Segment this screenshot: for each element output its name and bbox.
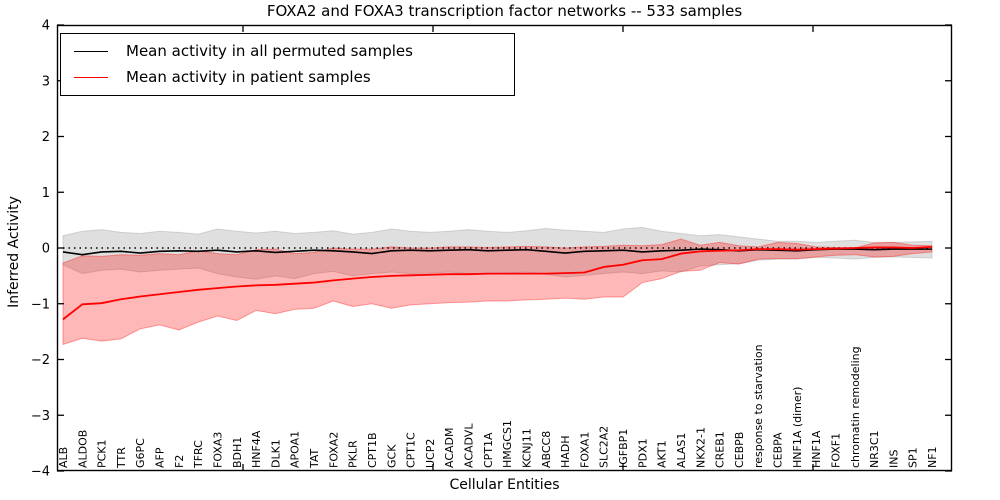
y-tick-label: −1 — [31, 297, 50, 312]
x-tick-label: HNF4A — [250, 430, 263, 468]
x-tick-label: CPT1A — [482, 432, 495, 468]
x-tick-label: ALB — [57, 447, 70, 468]
x-tick-label: ABCC8 — [540, 431, 553, 468]
x-tick-label: chromatin remodeling — [849, 346, 862, 468]
x-tick-label: BDH1 — [231, 437, 244, 468]
x-tick-label: PDX1 — [636, 438, 649, 468]
permuted-line-swatch — [74, 51, 108, 53]
y-tick-label: 2 — [42, 130, 50, 145]
x-tick-label: CPT1C — [405, 432, 418, 468]
x-tick-label: CREB1 — [714, 431, 727, 468]
x-tick-label: ALDOB — [76, 430, 89, 468]
x-tick-label: INS — [887, 450, 900, 468]
y-tick-label: 4 — [42, 19, 50, 34]
x-tick-label: SLC2A2 — [598, 426, 611, 468]
x-tick-label: GCK — [385, 444, 398, 468]
x-tick-label: CEBPA — [772, 432, 785, 468]
x-tick-label: DLK1 — [269, 439, 282, 468]
x-tick-label: PKLR — [347, 440, 360, 468]
x-tick-label: HMGCS1 — [501, 420, 514, 468]
x-tick-label: HNF1A (dimer) — [791, 387, 804, 468]
legend-label-patient: Mean activity in patient samples — [126, 67, 371, 86]
x-tick-label: ACADM — [443, 428, 456, 469]
x-tick-label: TAT — [308, 448, 321, 469]
legend: Mean activity in all permuted samples Me… — [60, 33, 515, 96]
y-tick-label: 1 — [42, 186, 50, 201]
x-tick-label: AFP — [154, 447, 167, 468]
chart-title: FOXA2 and FOXA3 transcription factor net… — [266, 2, 743, 20]
x-tick-label: KCNJ11 — [520, 428, 533, 468]
legend-entry-permuted: Mean activity in all permuted samples — [74, 44, 514, 59]
x-tick-label: ACADVL — [463, 423, 476, 468]
x-tick-label: F2 — [173, 455, 186, 468]
y-tick-label: −3 — [31, 409, 50, 424]
x-tick-label: FOXA3 — [211, 432, 224, 468]
patient-line-swatch — [74, 76, 108, 78]
x-tick-label: HADH — [559, 435, 572, 468]
y-tick-label: 3 — [42, 74, 50, 89]
x-tick-label: PCK1 — [96, 439, 109, 468]
x-tick-label: CEBPB — [733, 432, 746, 468]
x-tick-label: UCP2 — [424, 439, 437, 468]
x-tick-label: APOA1 — [289, 431, 302, 468]
legend-entry-patient: Mean activity in patient samples — [74, 67, 514, 86]
x-tick-label: FOXA2 — [327, 432, 340, 468]
legend-label-permuted: Mean activity in all permuted samples — [126, 42, 413, 61]
x-tick-label: HNF1A — [810, 430, 823, 468]
x-tick-label: IGFBP1 — [617, 429, 630, 468]
x-tick-label: FOXF1 — [829, 433, 842, 468]
x-tick-label: FOXA1 — [578, 432, 591, 468]
x-tick-label: CPT1B — [366, 432, 379, 468]
x-tick-label: ALAS1 — [675, 433, 688, 468]
y-tick-label: −2 — [31, 353, 50, 368]
y-tick-label: 0 — [42, 242, 50, 257]
x-tick-label: TTR — [115, 447, 128, 469]
y-tick-label: −4 — [31, 465, 50, 480]
x-tick-label: SP1 — [907, 447, 920, 468]
patient-mean-line — [62, 245, 933, 321]
x-tick-label: TFRC — [192, 440, 205, 469]
x-tick-label: NF1 — [926, 446, 939, 468]
x-tick-label: NR3C1 — [868, 430, 881, 468]
permuted-mean-line — [62, 248, 932, 256]
x-axis-label: Cellular Entities — [449, 477, 560, 493]
x-tick-label: AKT1 — [656, 440, 669, 468]
patient-confidence-band — [62, 238, 933, 346]
x-tick-label: G6PC — [134, 438, 147, 468]
x-tick-label: response to starvation — [752, 344, 765, 468]
permuted-confidence-band — [62, 226, 933, 280]
x-tick-label: NKX2-1 — [694, 427, 707, 468]
